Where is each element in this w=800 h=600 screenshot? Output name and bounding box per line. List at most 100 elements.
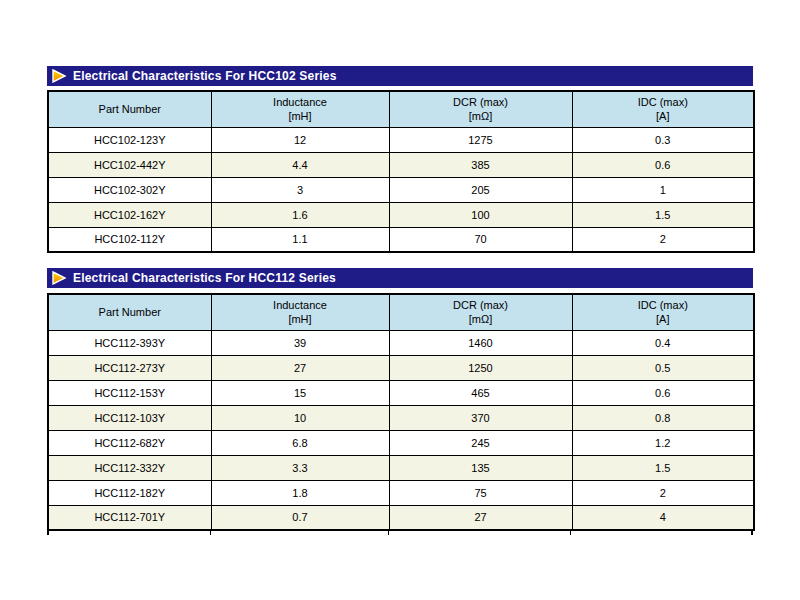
section-title-bar-hcc102: Electrical Characteristics For HCC102 Se… <box>47 66 753 86</box>
part-number-cell: HCC112-701Y <box>48 505 211 530</box>
header-line: [mH] <box>212 109 389 123</box>
value-cell: 2 <box>572 480 754 505</box>
header-line: IDC (max) <box>573 95 754 109</box>
value-cell: 1.8 <box>211 480 389 505</box>
header-line: [A] <box>573 109 754 123</box>
hcc112-characteristics-table: Part Number Inductance [mH] DCR (max) [m… <box>47 293 755 531</box>
table-row: HCC112-393Y3914600.4 <box>48 330 754 355</box>
value-cell: 205 <box>389 177 572 202</box>
play-triangle-icon <box>51 69 67 83</box>
table-row: HCC102-442Y4.43850.6 <box>48 152 754 177</box>
value-cell: 100 <box>389 202 572 227</box>
table-row: HCC112-273Y2712500.5 <box>48 355 754 380</box>
part-number-cell: HCC112-273Y <box>48 355 211 380</box>
value-cell: 0.4 <box>572 330 754 355</box>
header-line: IDC (max) <box>573 298 754 312</box>
part-number-cell: HCC102-123Y <box>48 127 211 152</box>
value-cell: 70 <box>389 227 572 252</box>
header-row: Part Number Inductance [mH] DCR (max) [m… <box>48 91 754 127</box>
value-cell: 135 <box>389 455 572 480</box>
value-cell: 1275 <box>389 127 572 152</box>
part-number-cell: HCC102-302Y <box>48 177 211 202</box>
section-title-bar-hcc112: Electrical Characteristics For HCC112 Se… <box>47 268 753 288</box>
cropped-row-sliver <box>47 531 753 535</box>
part-number-cell: HCC112-393Y <box>48 330 211 355</box>
value-cell: 75 <box>389 480 572 505</box>
part-number-cell: HCC102-112Y <box>48 227 211 252</box>
column-header-part-number: Part Number <box>48 91 211 127</box>
value-cell: 0.6 <box>572 152 754 177</box>
value-cell: 1460 <box>389 330 572 355</box>
value-cell: 39 <box>211 330 389 355</box>
value-cell: 27 <box>389 505 572 530</box>
header-row: Part Number Inductance [mH] DCR (max) [m… <box>48 294 754 330</box>
column-header-dcr: DCR (max) [mΩ] <box>389 294 572 330</box>
header-line: [mH] <box>212 312 389 326</box>
value-cell: 4 <box>572 505 754 530</box>
table-row: HCC112-153Y154650.6 <box>48 380 754 405</box>
part-number-cell: HCC112-153Y <box>48 380 211 405</box>
column-header-dcr: DCR (max) [mΩ] <box>389 91 572 127</box>
value-cell: 15 <box>211 380 389 405</box>
value-cell: 0.8 <box>572 405 754 430</box>
section-title: Electrical Characteristics For HCC112 Se… <box>73 271 336 286</box>
header-line: [mΩ] <box>390 312 572 326</box>
value-cell: 12 <box>211 127 389 152</box>
play-triangle-icon <box>51 271 67 285</box>
table-row: HCC112-182Y1.8752 <box>48 480 754 505</box>
table-row: HCC102-123Y1212750.3 <box>48 127 754 152</box>
column-header-idc: IDC (max) [A] <box>572 91 754 127</box>
header-line: DCR (max) <box>390 298 572 312</box>
value-cell: 1 <box>572 177 754 202</box>
value-cell: 1250 <box>389 355 572 380</box>
value-cell: 0.3 <box>572 127 754 152</box>
part-number-cell: HCC112-332Y <box>48 455 211 480</box>
header-line: Inductance <box>212 95 389 109</box>
value-cell: 385 <box>389 152 572 177</box>
header-line: DCR (max) <box>390 95 572 109</box>
value-cell: 1.2 <box>572 430 754 455</box>
table-row: HCC112-332Y3.31351.5 <box>48 455 754 480</box>
column-header-idc: IDC (max) [A] <box>572 294 754 330</box>
header-line: Part Number <box>49 102 211 116</box>
column-header-inductance: Inductance [mH] <box>211 294 389 330</box>
part-number-cell: HCC112-103Y <box>48 405 211 430</box>
hcc102-characteristics-table: Part Number Inductance [mH] DCR (max) [m… <box>47 90 755 253</box>
value-cell: 1.1 <box>211 227 389 252</box>
header-line: [mΩ] <box>390 109 572 123</box>
value-cell: 245 <box>389 430 572 455</box>
value-cell: 6.8 <box>211 430 389 455</box>
value-cell: 0.5 <box>572 355 754 380</box>
value-cell: 0.6 <box>572 380 754 405</box>
value-cell: 0.7 <box>211 505 389 530</box>
value-cell: 1.5 <box>572 202 754 227</box>
part-number-cell: HCC112-182Y <box>48 480 211 505</box>
part-number-cell: HCC102-442Y <box>48 152 211 177</box>
value-cell: 465 <box>389 380 572 405</box>
part-number-cell: HCC102-162Y <box>48 202 211 227</box>
table-row: HCC112-701Y0.7274 <box>48 505 754 530</box>
header-line: [A] <box>573 312 754 326</box>
table-row: HCC102-162Y1.61001.5 <box>48 202 754 227</box>
section-title: Electrical Characteristics For HCC102 Se… <box>73 69 337 84</box>
value-cell: 2 <box>572 227 754 252</box>
table-row: HCC112-103Y103700.8 <box>48 405 754 430</box>
value-cell: 3.3 <box>211 455 389 480</box>
hcc102-table-wrap: Part Number Inductance [mH] DCR (max) [m… <box>47 90 753 253</box>
column-header-inductance: Inductance [mH] <box>211 91 389 127</box>
header-line: Part Number <box>49 305 211 319</box>
value-cell: 10 <box>211 405 389 430</box>
hcc112-table-wrap: Part Number Inductance [mH] DCR (max) [m… <box>47 293 753 535</box>
value-cell: 27 <box>211 355 389 380</box>
table-row: HCC102-112Y1.1702 <box>48 227 754 252</box>
header-line: Inductance <box>212 298 389 312</box>
part-number-cell: HCC112-682Y <box>48 430 211 455</box>
table-row: HCC102-302Y32051 <box>48 177 754 202</box>
value-cell: 370 <box>389 405 572 430</box>
value-cell: 1.6 <box>211 202 389 227</box>
column-header-part-number: Part Number <box>48 294 211 330</box>
table-row: HCC112-682Y6.82451.2 <box>48 430 754 455</box>
value-cell: 3 <box>211 177 389 202</box>
value-cell: 4.4 <box>211 152 389 177</box>
value-cell: 1.5 <box>572 455 754 480</box>
